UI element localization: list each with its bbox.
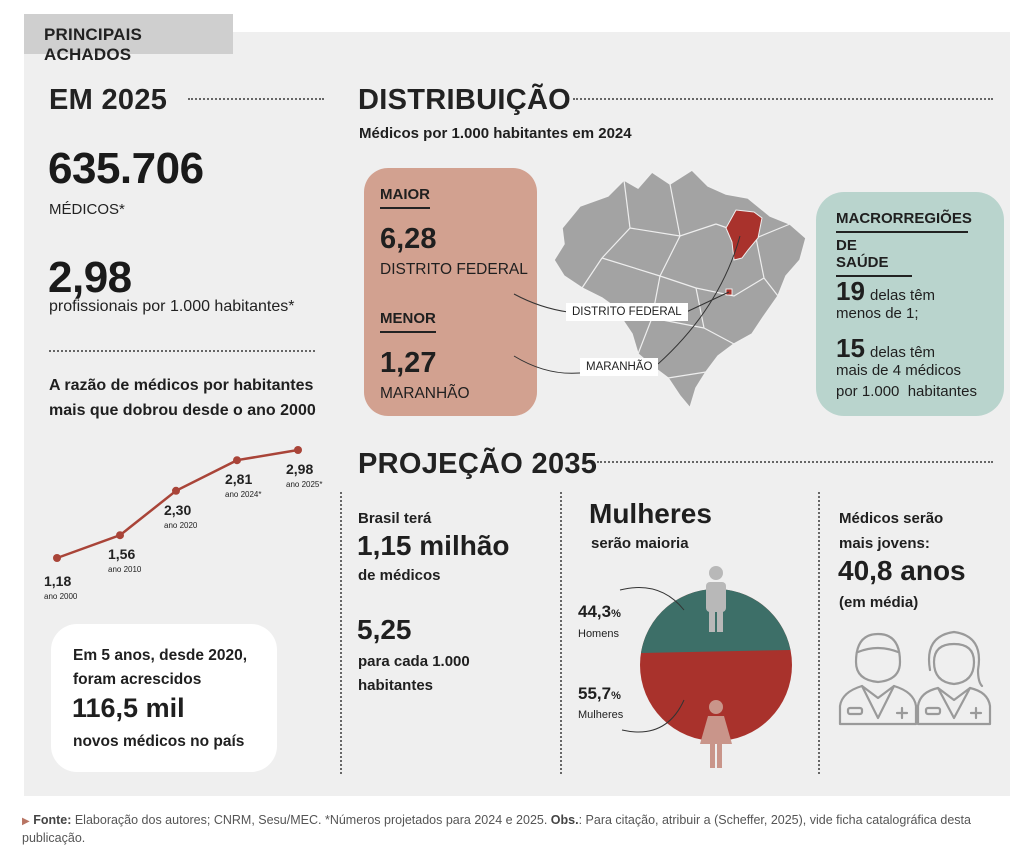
leader-lines (513, 293, 589, 374)
acrescidos-line2: foram acrescidos (73, 671, 202, 688)
trend-point (116, 531, 124, 540)
macro-n2: 15 (836, 333, 865, 363)
mulheres-pct: 55,7% (578, 684, 621, 703)
ma-leader-line (657, 235, 741, 365)
vertical-divider (560, 492, 562, 774)
milhao-value: 1,15 milhão (357, 530, 510, 561)
jovens-line1: Médicos serão (839, 510, 944, 527)
vertical-divider (340, 492, 342, 774)
trend-value-label: 2,81 (225, 471, 252, 487)
menor-value: 1,27 (380, 347, 437, 379)
idade-sub: (em média) (839, 594, 919, 611)
fonte-text: Elaboração dos autores; CNRM, Sesu/MEC. … (71, 813, 551, 827)
female-figure-icon (700, 700, 732, 768)
ratio-2035-label-1: para cada 1.000 (358, 653, 470, 670)
de-medicos: de médicos (358, 567, 441, 584)
dotted-divider (188, 98, 324, 100)
ratio-trend-chart: 1,18 ano 2000 1,56 ano 2010 2,30 ano 2020 2,81… (44, 446, 322, 601)
ratio-value: 2,98 (48, 253, 132, 302)
df-callout: DISTRITO FEDERAL (566, 303, 688, 321)
footer-note: ▶ Fonte: Elaboração dos autores; CNRM, S… (22, 812, 982, 847)
em2025-title: EM 2025 (49, 84, 168, 116)
maior-menor-card (364, 168, 537, 416)
menor-label: MENOR (380, 310, 436, 333)
male-figure-icon (706, 566, 726, 632)
trend-point (172, 486, 180, 495)
homens-pct: 44,3% (578, 602, 621, 621)
acrescidos-value: 116,5 mil (72, 693, 185, 723)
homens-slice (640, 589, 791, 653)
ratio-2035: 5,25 (357, 614, 412, 645)
gender-chart (619, 566, 792, 768)
medicos-value: 635.706 (48, 144, 204, 193)
macrorregioes-card (816, 192, 1004, 416)
idade-value: 40,8 anos (838, 555, 966, 586)
macro-title-2: DE SAÚDE (836, 237, 912, 277)
jovens-line2: mais jovens: (839, 535, 930, 552)
doctors-icon (838, 630, 992, 726)
fonte-label: Fonte: (33, 813, 72, 827)
macro-t1a: delas têm (870, 287, 936, 304)
brazil-map (553, 169, 807, 410)
macro-t2b: mais de 4 médicos (836, 362, 962, 379)
menor-place: MARANHÃO (380, 385, 470, 402)
trend-text-1: A razão de médicos por habitantes (49, 377, 314, 394)
maranhao-highlight (725, 209, 763, 261)
vertical-divider (818, 492, 820, 774)
mulheres-leader-line (621, 699, 685, 733)
trend-year-label: ano 2020 (164, 521, 198, 530)
trend-point (53, 554, 61, 562)
homens-label: Homens (578, 628, 619, 640)
maior-label: MAIOR (380, 186, 430, 209)
obs-label: Obs. (550, 813, 579, 827)
mulheres-title: Mulheres (589, 498, 712, 529)
mulheres-label: Mulheres (578, 709, 624, 721)
macro-t2c: por 1.000 habitantes (836, 383, 977, 400)
homens-leader-line (619, 587, 685, 611)
dotted-divider (573, 98, 993, 100)
ratio-label: profissionais por 1.000 habitantes* (49, 298, 295, 315)
trend-value-label: 1,18 (44, 573, 71, 589)
ma-callout: MARANHÃO (580, 358, 659, 376)
mulheres-sub: serão maioria (591, 535, 689, 552)
trend-value-label: 2,30 (164, 502, 191, 518)
trend-value-label: 2,98 (286, 461, 313, 477)
trend-point (233, 456, 241, 465)
section-tab-label: PRINCIPAIS ACHADOS (44, 25, 143, 64)
section-tab: PRINCIPAIS ACHADOS (24, 14, 233, 64)
triangle-icon: ▶ (22, 816, 30, 827)
obs-text: : Para citação, atribuir a (Scheffer, 20… (22, 813, 971, 845)
trend-text-2: mais que dobrou desde o ano 2000 (49, 402, 316, 419)
df-leader-line (681, 291, 730, 315)
brasil-tera: Brasil terá (358, 510, 432, 527)
macro-t2a: delas têm (870, 344, 936, 361)
medicos-label: MÉDICOS* (49, 201, 125, 218)
distribuicao-subtitle: Médicos por 1.000 habitantes em 2024 (359, 125, 632, 142)
trend-year-label: ano 2010 (108, 565, 142, 574)
distribuicao-title: DISTRIBUIÇÃO (358, 84, 572, 116)
trend-year-label: ano 2000 (44, 592, 78, 601)
ratio-2035-label-2: habitantes (358, 677, 434, 694)
projecao-title: PROJEÇÃO 2035 (358, 448, 598, 480)
dotted-divider (597, 461, 993, 463)
maior-value: 6,28 (380, 223, 437, 255)
acrescidos-line3: novos médicos no país (73, 733, 245, 750)
trend-year-label: ano 2025* (286, 480, 322, 489)
acrescidos-card (51, 624, 277, 772)
trend-year-label: ano 2024* (225, 490, 261, 499)
acrescidos-line1: Em 5 anos, desde 2020, (73, 647, 248, 664)
trend-value-label: 1,56 (108, 546, 135, 562)
macro-title-1: MACRORREGIÕES (836, 210, 972, 233)
trend-point (294, 446, 302, 454)
macro-n1: 19 (836, 276, 865, 306)
dotted-divider (49, 350, 315, 352)
maior-place: DISTRITO FEDERAL (380, 261, 528, 278)
macro-t1b: menos de 1; (836, 305, 919, 322)
